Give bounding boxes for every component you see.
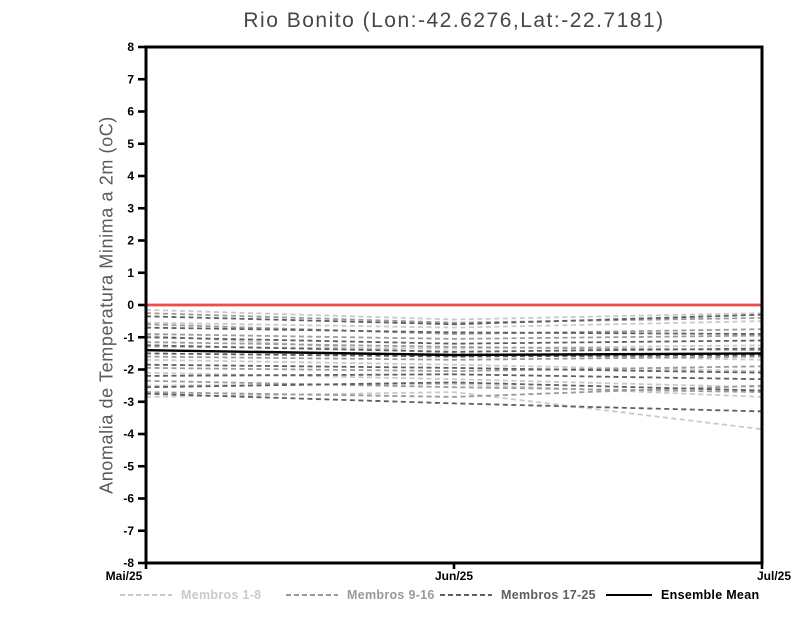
ensemble-member-line (145, 392, 763, 413)
ensemble-mean-line (145, 349, 763, 357)
ensemble-member-line (145, 344, 763, 353)
y-tick-label: 0 (127, 298, 134, 312)
ensemble-member-line (145, 336, 763, 345)
y-tick-label: 3 (127, 201, 134, 215)
y-axis-ticks: -8 -7 -6 -5 -4 -3 -2 -1 0 1 2 3 4 5 6 7 8 (123, 40, 146, 570)
ensemble-member-line (145, 352, 763, 358)
ensemble-member-line (145, 363, 763, 374)
ensemble-member-line (145, 312, 763, 324)
chart-title: Rio Bonito (Lon:-42.6276,Lat:-22.7181) (243, 9, 665, 32)
x-tick-label: Jul/25 (757, 569, 791, 583)
y-tick-label: 2 (127, 234, 134, 248)
ensemble-member-line (145, 365, 763, 373)
y-tick-label: 7 (127, 72, 134, 86)
y-tick-label: -5 (123, 459, 134, 473)
y-tick-label: 1 (127, 266, 134, 280)
x-axis-ticks: Mai/25 Jun/25 Jul/25 (106, 563, 791, 583)
ensemble-member-lines (145, 308, 763, 431)
y-tick-label: 6 (127, 105, 134, 119)
ensemble-member-line (145, 391, 763, 431)
x-tick-label: Jun/25 (435, 569, 473, 583)
ensemble-member-line (145, 384, 763, 398)
ensemble-member-line (145, 326, 763, 335)
ensemble-member-line (145, 308, 763, 321)
y-tick-label: 4 (127, 169, 134, 183)
ensemble-member-line (145, 355, 763, 361)
ensemble-member-line (145, 320, 763, 329)
y-tick-label: -6 (123, 492, 134, 506)
ensemble-member-line (145, 323, 763, 335)
ensemble-member-line (145, 333, 763, 340)
ensemble-member-line (145, 358, 763, 372)
y-tick-label: -8 (123, 556, 134, 570)
y-tick-label: 5 (127, 137, 134, 151)
y-tick-label: -7 (123, 524, 134, 538)
ensemble-member-line (145, 381, 763, 392)
ensemble-member-line (145, 313, 763, 326)
x-tick-label: Mai/25 (106, 569, 143, 583)
ensemble-member-line (145, 379, 763, 393)
ensemble-member-line (145, 373, 763, 381)
ensemble-member-line (145, 383, 763, 398)
y-tick-label: -3 (123, 395, 134, 409)
y-tick-label: -4 (123, 427, 134, 441)
y-tick-label: -1 (123, 330, 134, 344)
y-tick-label: -2 (123, 363, 134, 377)
y-tick-label: 8 (127, 40, 134, 54)
